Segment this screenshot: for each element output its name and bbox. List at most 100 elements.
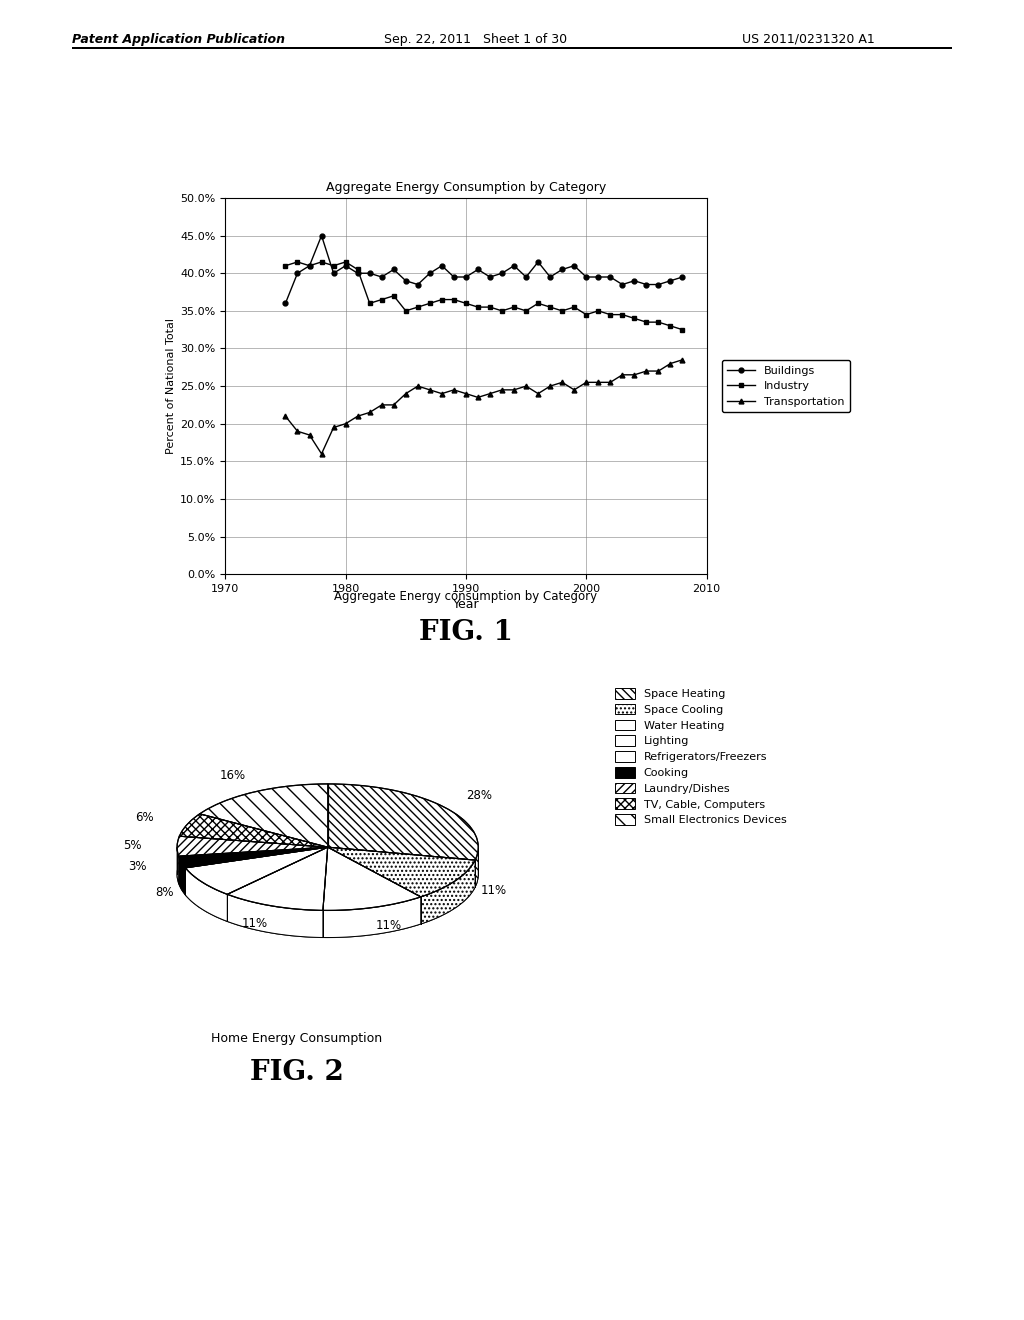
Buildings: [399, 273, 412, 289]
Polygon shape: [328, 847, 475, 896]
Polygon shape: [323, 847, 421, 911]
Industry: [532, 296, 545, 312]
Industry: [388, 288, 400, 304]
Industry: [652, 314, 665, 330]
Buildings: [436, 257, 449, 273]
Industry: [556, 304, 568, 319]
Buildings: [640, 277, 652, 293]
Buildings: [592, 269, 604, 285]
Buildings: [568, 257, 581, 273]
Transportation: [460, 385, 472, 401]
Industry: [629, 310, 641, 326]
Buildings: [460, 269, 472, 285]
Ellipse shape: [177, 810, 478, 937]
Transportation: [340, 416, 352, 432]
Buildings: [280, 296, 292, 312]
Polygon shape: [177, 836, 328, 857]
Industry: [328, 257, 340, 273]
Line: Buildings: Buildings: [283, 234, 685, 306]
Industry: [544, 300, 556, 315]
X-axis label: Year: Year: [453, 598, 479, 611]
Transportation: [581, 375, 593, 391]
Buildings: [581, 269, 593, 285]
Polygon shape: [185, 867, 227, 921]
Buildings: [388, 261, 400, 277]
Transportation: [388, 397, 400, 413]
Buildings: [665, 273, 677, 289]
Industry: [581, 306, 593, 322]
Line: Industry: Industry: [283, 260, 685, 333]
Text: 11%: 11%: [242, 917, 268, 931]
Y-axis label: Percent of National Total: Percent of National Total: [166, 318, 176, 454]
Buildings: [376, 269, 388, 285]
Polygon shape: [323, 896, 421, 937]
Transportation: [520, 379, 532, 395]
Transportation: [604, 375, 616, 391]
Industry: [351, 261, 364, 277]
Transportation: [351, 408, 364, 424]
Transportation: [399, 385, 412, 401]
Transportation: [532, 385, 545, 401]
Text: FIG. 1: FIG. 1: [419, 619, 513, 645]
Transportation: [592, 375, 604, 391]
Transportation: [376, 397, 388, 413]
Buildings: [351, 265, 364, 281]
Industry: [280, 257, 292, 273]
Transportation: [556, 375, 568, 391]
Text: 16%: 16%: [219, 768, 246, 781]
Buildings: [472, 261, 484, 277]
Transportation: [303, 428, 315, 444]
Polygon shape: [328, 784, 478, 861]
Buildings: [508, 257, 520, 273]
Industry: [568, 300, 581, 315]
Buildings: [315, 228, 328, 244]
Line: Transportation: Transportation: [283, 358, 685, 457]
Industry: [604, 306, 616, 322]
Buildings: [484, 269, 497, 285]
Buildings: [496, 265, 508, 281]
Buildings: [447, 269, 460, 285]
Transportation: [424, 381, 436, 397]
Polygon shape: [227, 847, 328, 911]
Transportation: [484, 385, 497, 401]
Industry: [364, 296, 376, 312]
Title: Aggregate Energy Consumption by Category: Aggregate Energy Consumption by Category: [326, 181, 606, 194]
Buildings: [652, 277, 665, 293]
Legend: Buildings, Industry, Transportation: Buildings, Industry, Transportation: [722, 360, 850, 412]
Transportation: [568, 381, 581, 397]
Text: 11%: 11%: [481, 884, 507, 898]
Polygon shape: [178, 857, 185, 895]
Legend: Space Heating, Space Cooling, Water Heating, Lighting, Refrigerators/Freezers, C: Space Heating, Space Cooling, Water Heat…: [614, 688, 786, 825]
Buildings: [303, 257, 315, 273]
Industry: [665, 318, 677, 334]
Text: Patent Application Publication: Patent Application Publication: [72, 33, 285, 46]
Industry: [436, 292, 449, 308]
Buildings: [340, 257, 352, 273]
Buildings: [677, 269, 689, 285]
Industry: [447, 292, 460, 308]
Text: Aggregate Energy consumption by Category: Aggregate Energy consumption by Category: [335, 590, 597, 603]
Industry: [508, 300, 520, 315]
Transportation: [436, 385, 449, 401]
Transportation: [447, 381, 460, 397]
Industry: [472, 300, 484, 315]
Buildings: [616, 277, 629, 293]
Industry: [303, 257, 315, 273]
Text: Home Energy Consumption: Home Energy Consumption: [211, 1032, 383, 1045]
Transportation: [364, 404, 376, 420]
Polygon shape: [177, 847, 178, 883]
Text: 6%: 6%: [135, 812, 155, 824]
Industry: [616, 306, 629, 322]
Polygon shape: [421, 861, 475, 924]
Industry: [640, 314, 652, 330]
Buildings: [292, 265, 304, 281]
Transportation: [280, 408, 292, 424]
Polygon shape: [227, 895, 323, 937]
Buildings: [544, 269, 556, 285]
Transportation: [412, 379, 424, 395]
Polygon shape: [178, 847, 328, 867]
Industry: [412, 300, 424, 315]
Transportation: [629, 367, 641, 383]
Transportation: [472, 389, 484, 405]
Text: Sep. 22, 2011   Sheet 1 of 30: Sep. 22, 2011 Sheet 1 of 30: [384, 33, 567, 46]
